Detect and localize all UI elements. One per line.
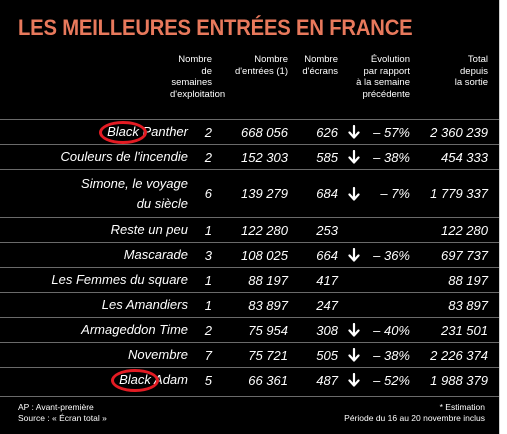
evolution-value: – 38% [373,347,410,363]
down-arrow-icon [348,348,360,362]
weeks-value: 1 [204,297,212,313]
table-row: Les Amandiers 1 83 897 247 83 897 [0,292,499,317]
screens-value: 684 [316,186,338,201]
screens-value: 308 [316,322,338,338]
film-title: Novembre [128,347,188,362]
entries-value: 122 280 [241,222,288,238]
down-arrow-icon [348,125,360,139]
table-row: Couleurs de l'incendie 2 152 303 585 – 38% 45… [0,144,499,169]
down-arrow-icon [348,323,360,337]
screens-value: 664 [316,247,338,263]
evolution-value: – 57% [373,124,410,140]
film-title: Mascarade [123,247,188,262]
header-screens: Nombre d'écrans [302,54,338,77]
total-value: 697 737 [441,247,488,263]
evolution-value: – 38% [373,149,410,165]
total-value: 1 988 379 [430,372,488,388]
entries-value: 152 303 [241,149,288,165]
evolution-value: – 7% [380,186,410,201]
screens-value: 585 [316,149,338,165]
table-row: Novembre 7 75 721 505 – 38% 2 226 374 [0,342,499,367]
trend-arrow [344,170,364,217]
film-title: Les Amandiers [101,297,188,312]
weeks-value: 7 [204,347,212,363]
header-total: Total depuis la sortie [454,54,488,88]
evolution-value [364,293,410,317]
footer-source: AP : Avant-première Source : « Écran tot… [18,402,107,423]
trend-arrow [344,343,364,367]
evolution-value: – 36% [373,247,410,263]
trend-arrow [344,145,364,169]
screens-value: 247 [316,297,338,313]
weeks-value: 2 [204,124,212,140]
entries-value: 108 025 [241,247,288,263]
total-value: 231 501 [441,322,488,338]
total-value: 2 226 374 [430,347,488,363]
entries-value: 88 197 [248,272,288,288]
screens-value: 253 [316,222,338,238]
box-office-table: Black Panther 2 668 056 626 – 57% 2 360 239 Co… [0,119,499,392]
table-row: Simone, le voyage du siècle 6 139 279 684 – … [0,169,499,217]
weeks-value: 3 [204,247,212,263]
trend-arrow [344,120,364,144]
film-title: Reste un peu [110,222,188,237]
total-value: 83 897 [448,297,488,313]
evolution-value [364,268,410,292]
total-value: 454 333 [441,149,488,165]
screens-value: 487 [316,372,338,388]
film-title: Armageddon Time [81,322,188,337]
film-title: Les Femmes du square [51,272,188,287]
weeks-value: 1 [204,222,212,238]
weeks-value: 1 [204,272,212,288]
film-title: Black Panther [107,124,188,139]
entries-value: 75 721 [248,347,288,363]
trend-arrow [344,368,364,392]
table-title: LES MEILLEURES ENTRÉES EN FRANCE [18,15,413,40]
table-row: Mascarade 3 108 025 664 – 36% 697 737 [0,242,499,267]
table-row: Black Adam 5 66 361 487 – 52% 1 988 379 [0,367,499,392]
table-row: Les Femmes du square 1 88 197 417 88 197 [0,267,499,292]
film-title: Simone, le voyage du siècle [81,175,188,211]
down-arrow-icon [348,186,360,201]
screens-value: 626 [316,124,338,140]
header-entries: Nombre d'entrées (1) [234,54,288,77]
screens-value: 505 [316,347,338,363]
trend-arrow [344,243,364,267]
evolution-value: – 52% [373,372,410,388]
entries-value: 66 361 [248,372,288,388]
down-arrow-icon [348,373,360,387]
footer-period: * Estimation Période du 16 au 20 novembr… [344,402,485,423]
total-value: 2 360 239 [430,124,488,140]
entries-value: 139 279 [241,186,288,201]
entries-value: 83 897 [248,297,288,313]
screens-value: 417 [316,272,338,288]
total-value: 88 197 [448,272,488,288]
header-evolution: Évolution par rapport à la semaine précé… [356,54,410,100]
trend-arrow [344,318,364,342]
entries-value: 668 056 [241,124,288,140]
header-weeks: Nombre de semaines d'exploitation [170,54,226,100]
weeks-value: 2 [204,322,212,338]
evolution-value [364,218,410,242]
total-value: 1 779 337 [430,186,488,201]
weeks-value: 6 [204,186,212,201]
weeks-value: 2 [204,149,212,165]
down-arrow-icon [348,150,360,164]
table-row: Black Panther 2 668 056 626 – 57% 2 360 239 [0,119,499,144]
film-title: Couleurs de l'incendie [60,149,188,164]
table-row: Armageddon Time 2 75 954 308 – 40% 231 501 [0,317,499,342]
evolution-value: – 40% [373,322,410,338]
total-value: 122 280 [441,222,488,238]
entries-value: 75 954 [248,322,288,338]
table-bottom-divider [0,396,499,397]
down-arrow-icon [348,248,360,262]
table-row: Reste un peu 1 122 280 253 122 280 [0,217,499,242]
weeks-value: 5 [204,372,212,388]
film-title: Black Adam [119,372,188,387]
